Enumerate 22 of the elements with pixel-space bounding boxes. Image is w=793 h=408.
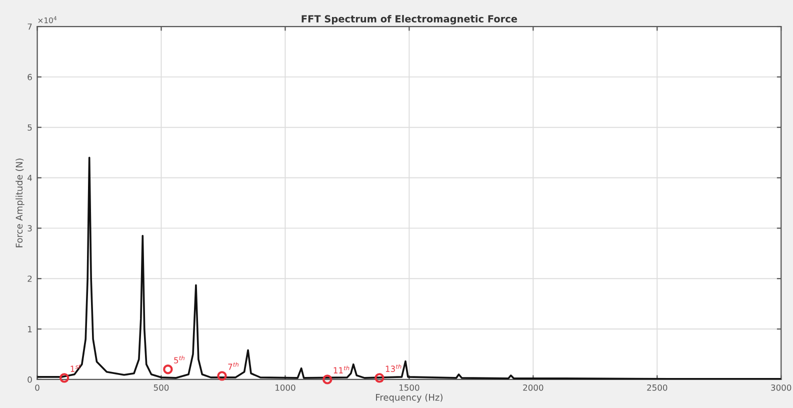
annotation: 13$^{th}$ [386, 364, 402, 372]
x-tick-label: 3000 [771, 384, 792, 391]
x-tick-label: 2500 [647, 384, 668, 391]
annotation: 7$^{th}$ [228, 362, 239, 370]
y-tick-label: 4 [28, 174, 32, 181]
annotation: 11$^{th}$ [334, 366, 350, 374]
y-tick-label: 3 [28, 225, 32, 232]
x-tick-label: 500 [154, 384, 169, 391]
y-tick-label: 5 [28, 124, 32, 131]
x-axis-title: Frequency (Hz) [376, 394, 442, 402]
y-tick-label: 7 [28, 24, 32, 30]
chart-title: FFT Spectrum of Electromagnetic Force [302, 14, 518, 24]
y-tick-label: 0 [28, 376, 32, 383]
x-tick-label: 2000 [523, 384, 544, 391]
y-tick-label: 2 [28, 276, 32, 282]
y-tick-label: 1 [28, 326, 32, 332]
x-tick-label: 1000 [276, 384, 296, 391]
x-tick-label: 0 [35, 384, 40, 391]
y-axis-title: Force Amplitude (N) [16, 158, 24, 248]
y-tick-label: 6 [28, 74, 32, 80]
annotation: 5$^{th}$ [174, 356, 184, 364]
x-tick-label: 1500 [400, 384, 420, 391]
